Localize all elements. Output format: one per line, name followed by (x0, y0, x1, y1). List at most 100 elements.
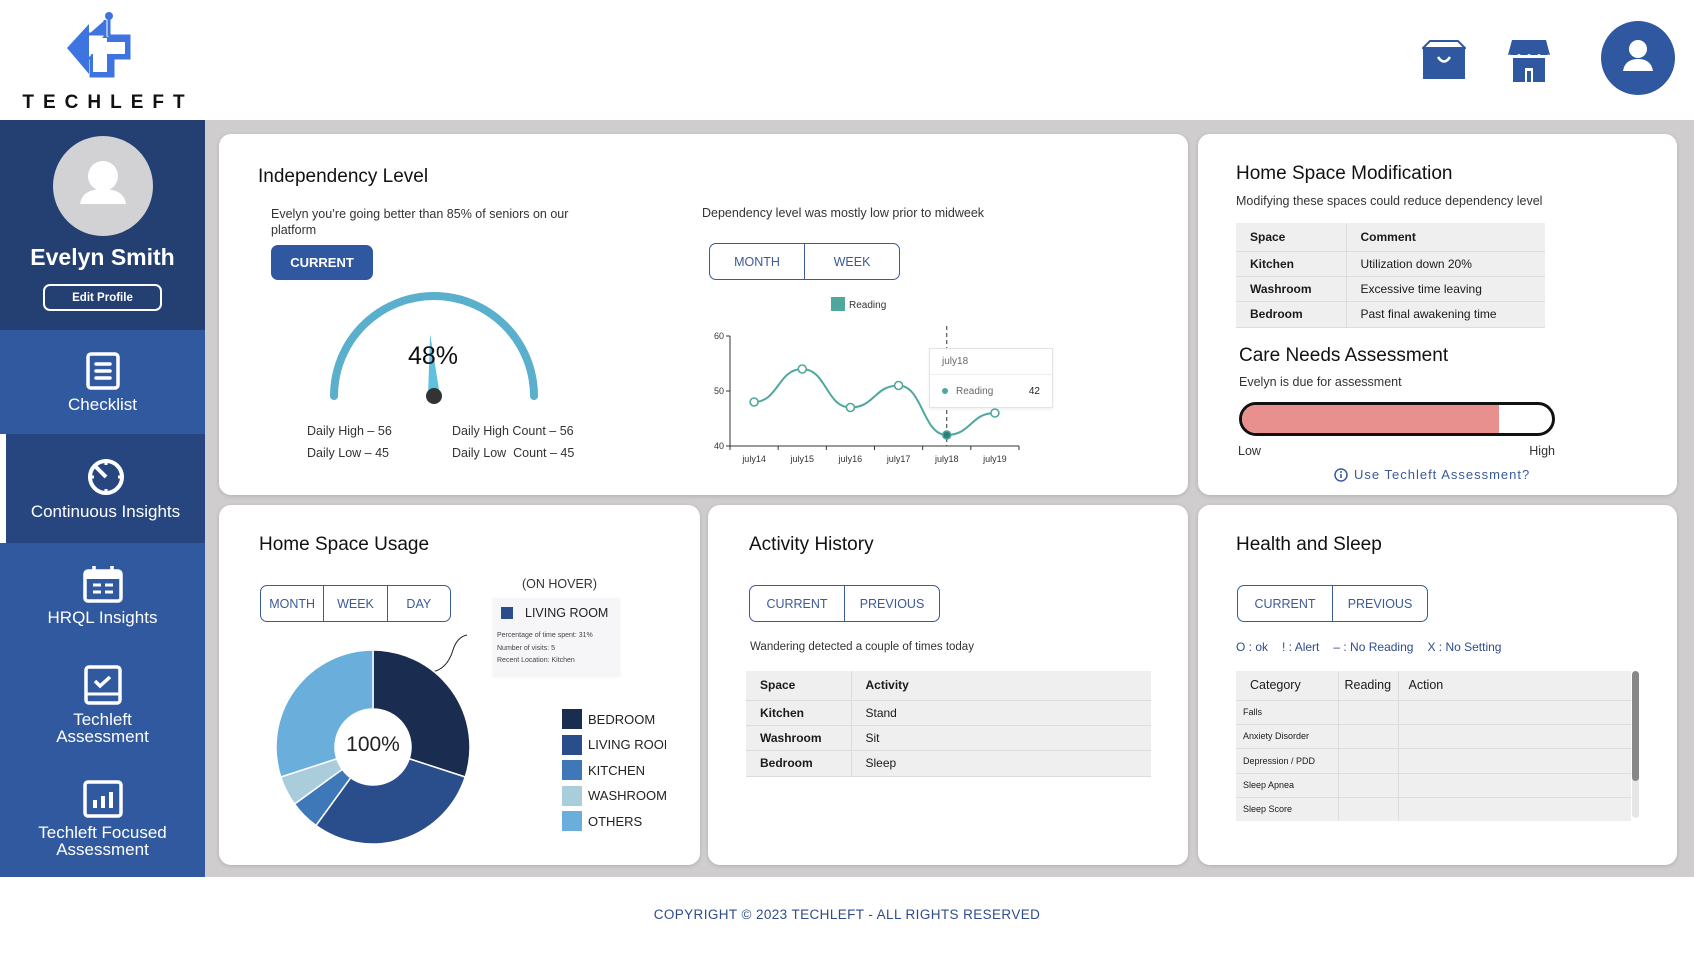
legend-no-reading: – : No Reading (1333, 640, 1414, 654)
sidebar-item-label: Techleft Assessment (56, 709, 149, 746)
sidebar-item-label: Checklist (68, 394, 137, 414)
toggle-day[interactable]: DAY (406, 596, 432, 611)
gauge (330, 292, 538, 404)
period-toggle: MONTH WEEK DAY (260, 585, 451, 622)
reading-line-chart: Reading 40 50 60 july14 july15 july16 july17 jul… (714, 297, 1020, 464)
use-techleft-assessment-link[interactable]: Use Techleft Assessment? (1334, 467, 1530, 482)
cell-activity: Stand (851, 700, 1151, 726)
health-table: Category Reading Action Falls Anxiety Diso… (1236, 671, 1631, 821)
table-row: Bedroom Past final awakening time (1236, 301, 1545, 328)
toggle-week[interactable]: WEEK (324, 586, 388, 621)
column-header: Activity (851, 671, 1151, 701)
tooltip-series: Reading (956, 385, 994, 397)
cell-space: Washroom (1236, 276, 1347, 302)
sidebar-item-checklist[interactable]: Checklist (0, 330, 205, 434)
independency-level-card: Independency Level Evelyn you’re going b… (219, 134, 1188, 495)
legend-label: Reading (849, 300, 886, 311)
independency-subtitle: Evelyn you’re going better than 85% of s… (271, 207, 569, 237)
table-row: Sleep Score (1236, 797, 1631, 821)
sidebar-item-techleft-assessment[interactable]: Techleft Assessment (0, 648, 205, 761)
info-icon (1334, 467, 1348, 482)
series-dot-icon (942, 388, 948, 394)
daily-high-count: Daily High Count – 56 (452, 424, 574, 438)
cell-space: Kitchen (1236, 251, 1347, 277)
sidebar-item-label: Techleft Focused Assessment (38, 823, 167, 859)
toggle-current[interactable]: CURRENT (750, 586, 845, 621)
tooltip-room: LIVING ROOM (525, 606, 609, 620)
timer-icon (87, 459, 124, 495)
period-toggle: CURRENT PREVIOUS (1237, 585, 1428, 622)
scrollbar-track[interactable] (1632, 671, 1639, 818)
daily-low: Daily Low – 45 (307, 446, 389, 460)
column-header: Action (1398, 671, 1631, 701)
legend-label: OTHERS (588, 813, 643, 829)
donut-slice-others (275, 649, 374, 778)
data-point (845, 402, 856, 413)
legend-item: KITCHEN (562, 760, 645, 780)
edit-profile-button[interactable]: Edit Profile (43, 284, 162, 311)
cell-category: Depression / PDD (1236, 748, 1339, 774)
card-title: Activity History (749, 534, 874, 555)
checklist-icon (85, 351, 120, 390)
cell-space: Kitchen (746, 700, 852, 726)
y-tick-label: 40 (714, 441, 724, 451)
tooltip-leader-line (430, 634, 468, 673)
toggle-previous[interactable]: PREVIOUS (859, 596, 925, 611)
table-row: Bedroom Sleep (746, 750, 1151, 777)
avatar (53, 136, 153, 236)
profile-panel: Evelyn Smith Edit Profile (0, 120, 205, 330)
cell-category: Falls (1236, 700, 1339, 725)
tooltip-recent: Recent Location: Kitchen (497, 657, 575, 664)
cell-comment: Excessive time leaving (1346, 276, 1545, 302)
brand-name: TECHLEFT (22, 92, 194, 113)
current-button[interactable]: CURRENT (271, 245, 373, 280)
sidebar-item-continuous-insights[interactable]: Continuous Insights (0, 434, 205, 543)
table-row: Kitchen Stand (746, 700, 1151, 726)
gauge-arc (330, 292, 538, 400)
user-icon (1623, 40, 1653, 71)
legend-swatch (831, 297, 845, 311)
data-point (990, 408, 1000, 418)
donut-slice-living-room (314, 757, 467, 845)
store-icon[interactable] (1508, 40, 1550, 82)
legend-no-setting: X : No Setting (1427, 640, 1502, 654)
legend-label: KITCHEN (588, 762, 646, 778)
sidebar-item-label: HRQL Insights (47, 608, 158, 627)
cell-activity: Sleep (851, 750, 1151, 777)
tooltip-value: 42 (1028, 385, 1040, 397)
toggle-previous[interactable]: PREVIOUS (1347, 596, 1413, 611)
chart-caption: Dependency level was mostly low prior to… (702, 206, 985, 220)
tooltip-visits: Number of visits: 5 (497, 644, 555, 652)
cell-category: Sleep Apnea (1236, 773, 1339, 798)
care-needs-subtitle: Evelyn is due for assessment (1239, 375, 1402, 389)
toggle-current[interactable]: CURRENT (1238, 586, 1333, 621)
toggle-month[interactable]: MONTH (261, 586, 325, 621)
gauge-hub (426, 388, 442, 404)
sidebar-item-label: Continuous Insights (30, 502, 181, 521)
x-tick-label: july17 (886, 454, 911, 464)
toggle-week[interactable]: WEEK (833, 254, 871, 269)
table-row: Sleep Apnea (1236, 773, 1631, 798)
sidebar-item-hrql-insights[interactable]: HRQL Insights (0, 543, 205, 648)
cell-space: Bedroom (1236, 301, 1347, 328)
user-account-button[interactable] (1601, 21, 1675, 95)
x-tick-label: july16 (838, 454, 863, 464)
home-space-modification-card: Home Space Modification Modifying these … (1198, 134, 1677, 495)
shopping-bag-icon[interactable] (1422, 40, 1466, 80)
y-tick-label: 50 (714, 386, 724, 396)
cell-comment: Utilization down 20% (1346, 251, 1545, 277)
sidebar-item-techleft-focused-assessment[interactable]: Techleft Focused Assessment (0, 761, 205, 877)
column-header: Space (746, 671, 852, 701)
status-legend: O : ok ! : Alert – : No Reading X : No S… (1236, 640, 1501, 654)
on-hover-label: (ON HOVER) (522, 577, 597, 591)
care-needs-level-fill (1242, 405, 1500, 433)
legend-item: OTHERS (562, 811, 642, 831)
column-header: Category (1236, 671, 1339, 701)
legend-item: WASHROOM (562, 785, 666, 806)
legend-swatch (562, 734, 582, 755)
legend-alert: ! : Alert (1282, 640, 1320, 654)
scrollbar-thumb[interactable] (1632, 671, 1639, 781)
legend-swatch (562, 709, 582, 729)
data-point (893, 380, 904, 391)
toggle-month[interactable]: MONTH (710, 244, 805, 279)
